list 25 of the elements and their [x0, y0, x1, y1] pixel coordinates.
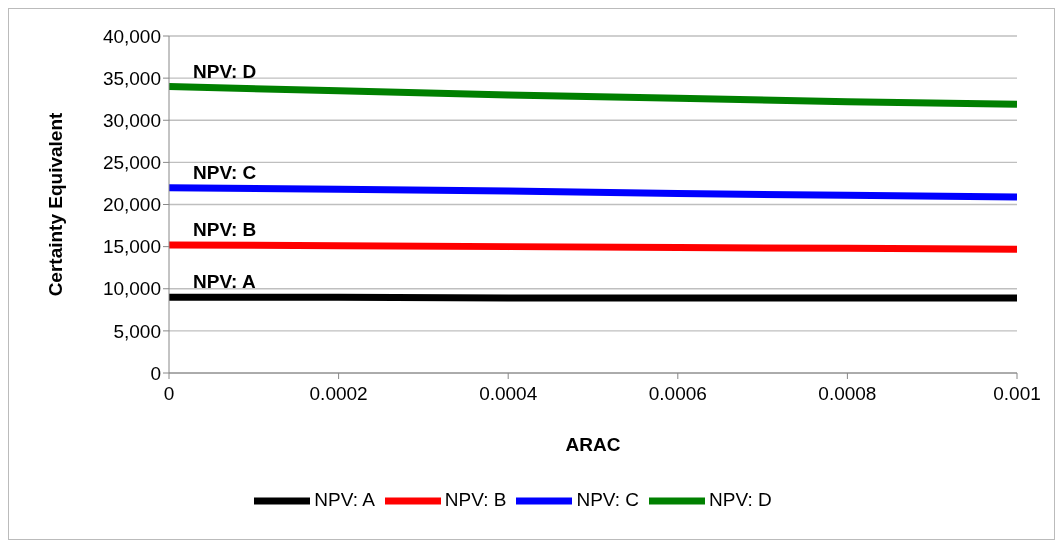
y-tick-label: 10,000	[102, 278, 161, 300]
text: NPV: B	[193, 218, 257, 240]
x-tick-label: 0.0008	[818, 383, 877, 405]
x-tick-label: 0.0002	[309, 383, 368, 405]
y-tick-label: 15,000	[102, 236, 161, 258]
legend-label: NPV: D	[709, 489, 772, 511]
legend-label: NPV: B	[444, 489, 507, 511]
y-tick-label: 30,000	[102, 110, 161, 131]
x-axis-title: ARAC	[565, 434, 621, 455]
text: NPV: A	[193, 271, 256, 293]
y-tick-label: 20,000	[102, 194, 161, 216]
y-tick-label: 5,000	[113, 320, 161, 342]
y-tick-label: 40,000	[102, 25, 161, 47]
legend-label: NPV: C	[576, 489, 640, 511]
x-tick-label: 0.0004	[479, 383, 538, 405]
x-tick-label: 0	[163, 383, 175, 405]
y-tick-label: 35,000	[102, 67, 161, 89]
y-tick-label: 25,000	[102, 152, 161, 174]
y-axis-title: Certainty Equivalent	[44, 111, 66, 297]
x-tick-label: 0.0006	[648, 383, 707, 405]
x-tick-label: 0.001	[993, 383, 1041, 405]
legend-label: NPV: A	[314, 489, 375, 511]
text: NPV: D	[193, 60, 257, 82]
y-tick-label: 0	[150, 362, 161, 384]
text: NPV: C	[193, 161, 257, 183]
